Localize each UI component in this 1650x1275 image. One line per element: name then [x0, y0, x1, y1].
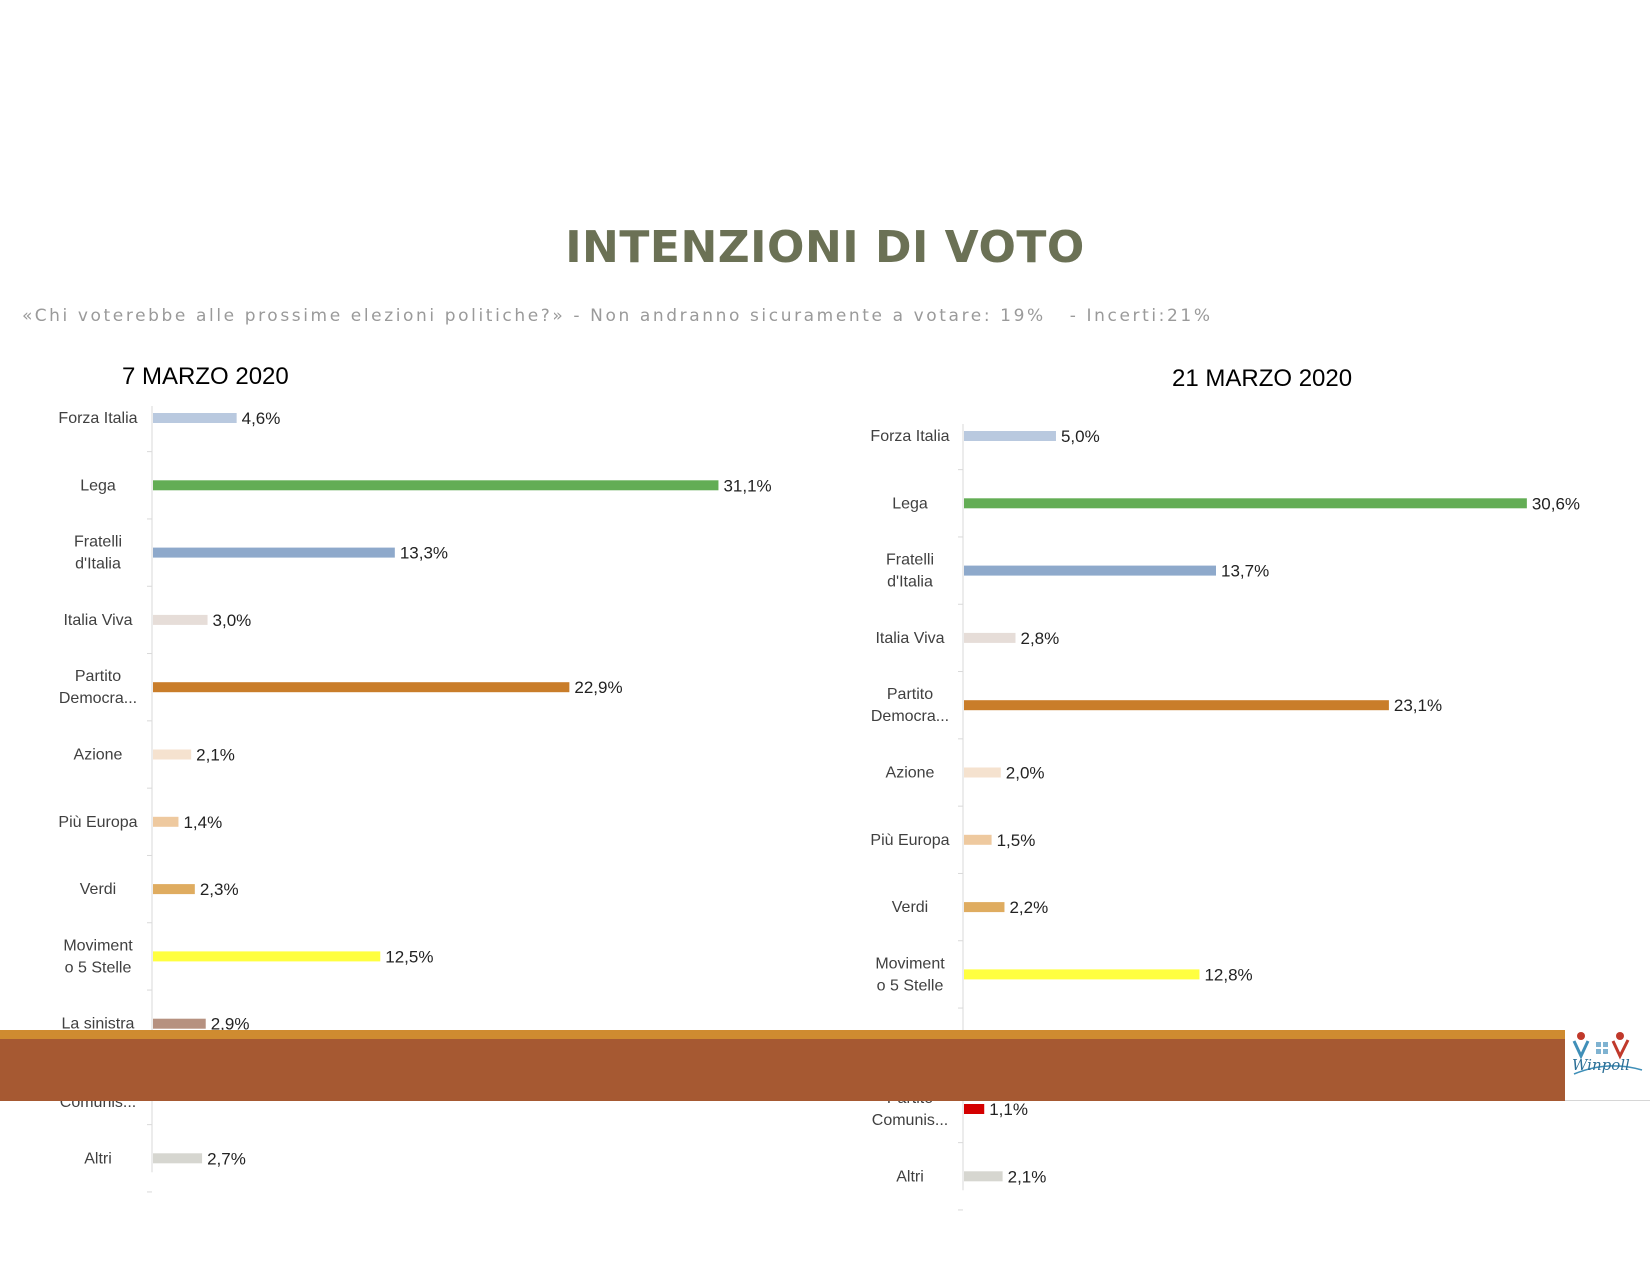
value-label: 2,1%	[1008, 1167, 1047, 1186]
bar	[964, 902, 1005, 913]
value-label: 2,9%	[211, 1015, 250, 1034]
bar	[964, 1104, 985, 1114]
category-label: Più Europa	[58, 814, 137, 831]
bar	[964, 700, 1389, 711]
category-label: Più Europa	[870, 832, 949, 849]
bar	[153, 614, 208, 625]
bar	[153, 1153, 203, 1164]
footer-divider	[1565, 1100, 1650, 1101]
value-label: 30,6%	[1532, 494, 1580, 513]
category-label: Azione	[74, 747, 123, 764]
category-label: Partito Democra...	[59, 668, 137, 707]
value-label: 12,8%	[1204, 965, 1252, 984]
winpoll-logo-icon: Winpoll	[1572, 1032, 1643, 1075]
category-label: Partito Democra...	[871, 686, 949, 725]
bar	[153, 413, 237, 423]
bar	[964, 632, 1016, 643]
category-label: Fratelli d'Italia	[74, 534, 122, 573]
value-label: 4,6%	[242, 409, 281, 428]
value-label: 2,3%	[200, 880, 239, 899]
bar	[153, 884, 195, 895]
bar	[153, 547, 395, 558]
value-label: 1,4%	[183, 813, 222, 832]
value-label: 2,0%	[1006, 764, 1045, 783]
value-label: 2,2%	[1009, 898, 1048, 917]
category-label: Verdi	[892, 899, 928, 916]
category-label: Azione	[886, 765, 935, 782]
bar	[153, 951, 381, 962]
value-label: 2,7%	[207, 1149, 246, 1168]
value-label: 13,7%	[1221, 562, 1269, 581]
bar	[153, 1018, 206, 1029]
bar	[964, 834, 992, 845]
value-label: 23,1%	[1394, 696, 1442, 715]
footer-bar	[0, 1039, 1565, 1101]
category-label: Verdi	[80, 881, 116, 898]
value-label: 12,5%	[385, 947, 433, 966]
value-label: 5,0%	[1061, 427, 1100, 446]
bar	[153, 749, 192, 760]
chart-title-left: 7 MARZO 2020	[122, 363, 289, 390]
category-label: La sinistra	[62, 1016, 135, 1033]
category-label: Forza Italia	[870, 428, 949, 445]
bar	[964, 431, 1056, 441]
bar	[964, 1171, 1003, 1182]
value-label: 1,5%	[997, 831, 1036, 850]
category-label: Fratelli d'Italia	[886, 552, 934, 591]
bar	[964, 498, 1527, 509]
footer-stripe	[0, 1030, 1565, 1039]
category-label: Altri	[896, 1168, 924, 1185]
page-title: INTENZIONI DI VOTO	[565, 222, 1085, 273]
category-label: Lega	[80, 477, 116, 494]
category-label: Forza Italia	[58, 410, 137, 427]
value-label: 2,8%	[1021, 629, 1060, 648]
category-label: Altri	[84, 1150, 112, 1167]
category-label: Lega	[892, 495, 928, 512]
value-label: 13,3%	[400, 544, 448, 563]
chart-title-right: 21 MARZO 2020	[1172, 365, 1353, 392]
bar	[153, 682, 570, 693]
bar	[153, 480, 719, 491]
value-label: 22,9%	[574, 678, 622, 697]
category-label: Moviment o 5 Stelle	[63, 937, 133, 976]
category-label: Moviment o 5 Stelle	[875, 955, 945, 994]
value-label: 2,1%	[196, 746, 235, 765]
bar	[964, 767, 1001, 778]
page-subtitle: «Chi voterebbe alle prossime elezioni po…	[22, 306, 1213, 326]
category-label: Italia Viva	[63, 612, 132, 629]
value-label: 1,1%	[989, 1100, 1028, 1119]
value-label: 31,1%	[723, 476, 771, 495]
bar	[153, 816, 179, 827]
logo-text: Winpoll	[1572, 1056, 1630, 1074]
bar	[964, 969, 1200, 980]
bar	[964, 565, 1216, 576]
category-label: Italia Viva	[875, 630, 944, 647]
value-label: 3,0%	[213, 611, 252, 630]
